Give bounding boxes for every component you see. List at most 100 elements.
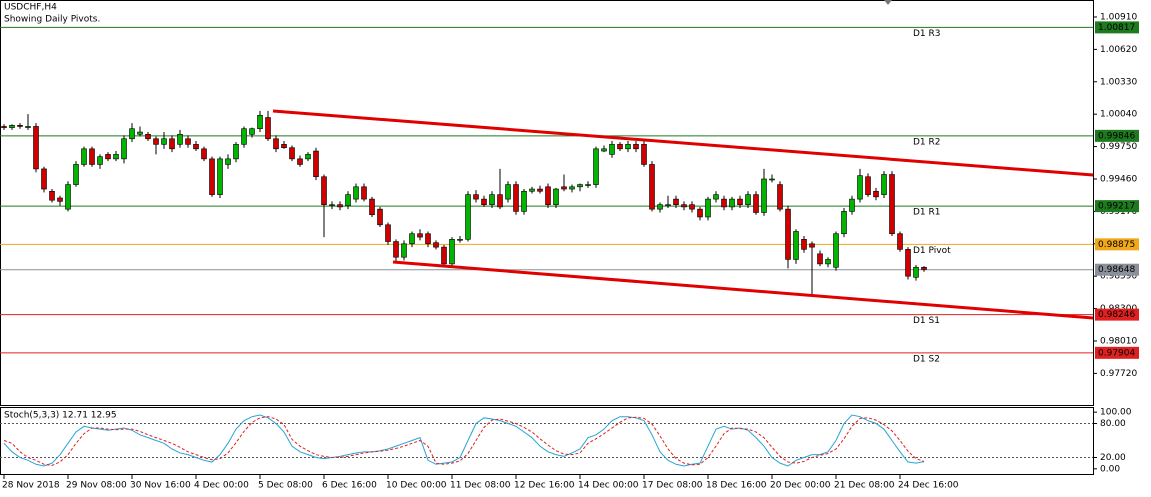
candle-body [273,138,279,150]
pivot-name: D1 S1 [913,316,940,326]
candle-body [401,243,407,258]
candle-body [873,190,879,198]
candle-body [185,138,191,145]
y-tick-label: 1.00910 [1100,12,1137,22]
candle-body [657,204,663,210]
candle-body [425,233,431,245]
candle-body [585,184,591,186]
candle-body [705,198,711,218]
candle-body [297,158,303,165]
candle-body [905,249,911,277]
candle-body [793,231,799,260]
candle-body [777,184,783,210]
pivot-name: D1 R2 [913,137,941,147]
candle-body [241,128,247,145]
candle-body [665,204,671,206]
candle-body [121,138,127,160]
candle-body [417,233,423,238]
candle-body [593,148,599,185]
candle-body [17,125,23,127]
candle-body [513,184,519,212]
candle-body [329,204,335,206]
x-tick-label: 4 Dec 00:00 [194,481,249,491]
candle-body [321,176,327,205]
candle-body [153,138,159,145]
candle-body [225,158,231,165]
candle-body [281,144,287,148]
y-tick-label: 1.00330 [1100,77,1137,87]
stoch-line [3,414,925,467]
x-tick-label: 10 Dec 00:00 [386,481,447,491]
x-tick-label: 30 Nov 16:00 [130,481,191,491]
pivot-price-box [1095,129,1139,142]
pivot-price-box [1095,200,1139,213]
x-tick-label: 17 Dec 08:00 [642,481,703,491]
candle-body [537,188,543,192]
candle-body [721,198,727,208]
candle-body [753,194,759,213]
candle-body [921,266,927,270]
candle-body [577,184,583,188]
candle-body [841,211,847,235]
pivot-price-label: 0.99846 [1098,131,1135,141]
candle-body [529,188,535,192]
candle-body [889,174,895,235]
candle-body [913,266,919,278]
last-price-label: 0.98648 [1098,265,1135,275]
y-tick-label: 1.00040 [1100,110,1137,120]
y-tick-label: 0.00 [1100,464,1120,474]
pivot-price-box [1095,21,1139,34]
y-tick-label: 0.98590 [1100,272,1137,282]
candle-body [73,164,79,185]
candle-body [601,148,607,152]
candle-body [625,144,631,150]
candle-body [729,198,735,208]
pivot-price-label: 0.97904 [1098,348,1135,358]
candle-body [745,194,751,205]
stoch-frame [0,407,1094,475]
candle-body [473,194,479,200]
candle-body [641,144,647,165]
candle-body [129,128,135,140]
candle-body [481,198,487,205]
pivot-price-label: 0.98246 [1098,310,1135,320]
candle-body [377,208,383,226]
candle-body [249,128,255,135]
x-tick-label: 20 Dec 00:00 [770,481,831,491]
candle-body [265,117,271,140]
pivot-price-box [1095,238,1139,251]
x-tick-label: 14 Dec 00:00 [578,481,639,491]
x-tick-label: 5 Dec 08:00 [258,481,313,491]
main-pane: D1 R3 D1 R2 D1 R1 D1 Pivot D1 S1 D1 S2 [0,26,1093,364]
candle-body [145,133,151,140]
chart-subtitle: Showing Daily Pivots. [4,15,100,25]
candle-body [569,186,575,190]
candle-body [809,243,815,248]
candle-body [521,190,527,212]
candle-body [497,194,503,208]
candle-body [57,197,63,202]
candle-body [785,208,791,260]
candle-body [49,190,55,201]
candle-body [633,144,639,150]
candle-body [369,198,375,216]
pivot-name: D1 R3 [913,29,941,39]
candle-body [553,188,559,205]
main-frame [0,0,1094,406]
candle-body [833,233,839,268]
pivot-price-label: 1.00817 [1098,23,1135,33]
trend-line [272,109,1094,177]
y-tick-label: 80.00 [1100,419,1126,429]
pivot-price-box [1095,308,1139,321]
candle-body [97,156,103,165]
y-tick-label: 0.97720 [1100,369,1137,379]
candle-body [505,184,511,200]
x-tick-label: 24 Dec 16:00 [898,481,959,491]
x-tick-label: 6 Dec 16:00 [322,481,377,491]
candle-body [817,253,823,265]
candle-body [617,144,623,150]
candle-body [649,164,655,210]
candle-body [433,242,439,248]
candle-body [849,198,855,212]
